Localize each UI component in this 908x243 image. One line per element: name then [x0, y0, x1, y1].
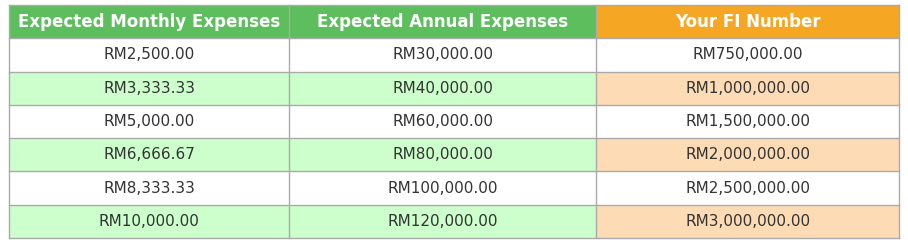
Bar [290, 205, 597, 238]
Bar [9, 105, 290, 138]
Text: Your FI Number: Your FI Number [675, 13, 821, 31]
Bar [9, 205, 290, 238]
Text: RM60,000.00: RM60,000.00 [392, 114, 493, 129]
Text: RM30,000.00: RM30,000.00 [392, 47, 493, 62]
Text: RM8,333.33: RM8,333.33 [104, 181, 195, 196]
Bar [9, 38, 290, 71]
Text: RM1,000,000.00: RM1,000,000.00 [686, 81, 810, 96]
Bar [597, 205, 899, 238]
Text: RM3,000,000.00: RM3,000,000.00 [685, 214, 810, 229]
Text: RM6,666.67: RM6,666.67 [104, 147, 195, 162]
Text: RM120,000.00: RM120,000.00 [388, 214, 498, 229]
Bar [290, 38, 597, 71]
Bar [9, 172, 290, 205]
Text: RM2,500.00: RM2,500.00 [104, 47, 195, 62]
Text: Expected Monthly Expenses: Expected Monthly Expenses [18, 13, 281, 31]
Text: RM3,333.33: RM3,333.33 [104, 81, 195, 96]
Bar [290, 105, 597, 138]
Text: Expected Annual Expenses: Expected Annual Expenses [317, 13, 568, 31]
Text: RM40,000.00: RM40,000.00 [392, 81, 493, 96]
Bar [597, 71, 899, 105]
Bar [597, 105, 899, 138]
Bar [290, 172, 597, 205]
Text: RM1,500,000.00: RM1,500,000.00 [686, 114, 810, 129]
Bar [597, 138, 899, 172]
Bar [9, 138, 290, 172]
Bar [9, 71, 290, 105]
Text: RM2,500,000.00: RM2,500,000.00 [686, 181, 810, 196]
Bar [290, 5, 597, 38]
Bar [597, 5, 899, 38]
Text: RM80,000.00: RM80,000.00 [392, 147, 493, 162]
Bar [290, 138, 597, 172]
Text: RM100,000.00: RM100,000.00 [388, 181, 498, 196]
Text: RM750,000.00: RM750,000.00 [693, 47, 803, 62]
Bar [9, 5, 290, 38]
Bar [597, 172, 899, 205]
Bar [597, 38, 899, 71]
Text: RM10,000.00: RM10,000.00 [99, 214, 200, 229]
Text: RM5,000.00: RM5,000.00 [104, 114, 195, 129]
Bar [290, 71, 597, 105]
Text: RM2,000,000.00: RM2,000,000.00 [686, 147, 810, 162]
